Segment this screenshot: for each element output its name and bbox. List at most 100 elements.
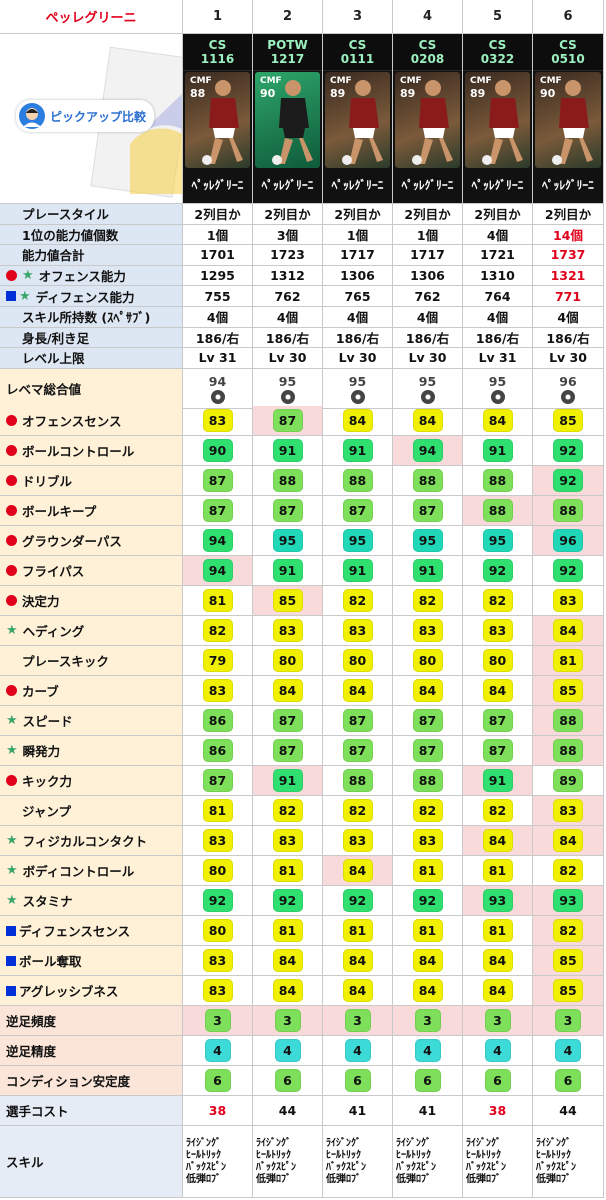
cost-label: 選手コスト [6, 1104, 69, 1119]
stat-badge: 80 [342, 649, 373, 672]
level-coin-icon [561, 389, 575, 404]
player-figure [482, 80, 523, 165]
card-date: 0208 [410, 52, 445, 66]
stat-badge: 83 [202, 979, 233, 1002]
stat-badge: 83 [482, 619, 513, 642]
info-label-text: 身長/利き足 [22, 330, 90, 346]
info-value: 1306 [340, 268, 375, 284]
card-type: CS [418, 38, 437, 52]
stat-badge: 81 [412, 859, 443, 882]
stat-badge: 94 [202, 529, 233, 552]
stat-value-cell: 79 [183, 646, 253, 676]
info-value-cell: 765 [323, 286, 393, 307]
foot-badge: 3 [414, 1009, 441, 1032]
player-card[interactable]: CS 0510 CMF 90 ﾍﾟｯﾚｸﾞﾘｰﾆ [533, 34, 604, 204]
player-card[interactable]: POTW 1217 CMF 90 ﾍﾟｯﾚｸﾞﾘｰﾆ [253, 34, 323, 204]
stat-badge: 91 [482, 769, 513, 792]
stat-badge: 92 [553, 469, 583, 492]
player-photo: CMF 89 [465, 72, 530, 168]
card-position: CMF [400, 76, 422, 86]
info-value: 4個 [206, 310, 229, 326]
red-dot-icon [6, 505, 17, 516]
skill-name: 低弾ﾛﾌﾞ [396, 1173, 431, 1185]
stat-badge: 85 [553, 409, 583, 432]
stat-badge: 84 [342, 949, 373, 972]
foot-value-cell: 3 [323, 1006, 393, 1036]
stat-value-cell: 82 [323, 796, 393, 826]
stat-value-cell: 81 [253, 856, 323, 886]
info-value-cell: 755 [183, 286, 253, 307]
info-value-cell: 1306 [393, 265, 463, 287]
stat-value-cell: 80 [183, 916, 253, 946]
stat-value-cell: 85 [253, 586, 323, 616]
stat-label-text: アグレッシブネス [19, 984, 119, 999]
info-value-cell: 1295 [183, 265, 253, 287]
info-value-cell: Lv 30 [393, 348, 463, 369]
stat-badge: 83 [342, 619, 373, 642]
stat-badge: 91 [272, 559, 303, 582]
stat-badge: 83 [412, 619, 443, 642]
info-value-cell: 2列目か [533, 204, 604, 225]
stat-badge: 83 [202, 679, 233, 702]
column-number-cell: 6 [533, 0, 604, 34]
stat-value-cell: 95 [253, 526, 323, 556]
player-card[interactable]: CS 0208 CMF 89 ﾍﾟｯﾚｸﾞﾘｰﾆ [393, 34, 463, 204]
stat-badge: 92 [482, 559, 513, 582]
stat-value-cell: 87 [253, 496, 323, 526]
stat-value-cell: 82 [533, 916, 604, 946]
cost-label-cell: 選手コスト [0, 1096, 183, 1126]
stat-value-cell: 84 [393, 406, 463, 436]
stat-badge: 84 [482, 679, 513, 702]
stat-badge: 84 [412, 679, 443, 702]
info-value: Lv 31 [478, 350, 517, 366]
stat-value-cell: 84 [463, 406, 533, 436]
stat-value-cell: 82 [393, 796, 463, 826]
stat-value-cell: 88 [463, 496, 533, 526]
stat-value-cell: 87 [183, 496, 253, 526]
stat-badge: 96 [553, 529, 583, 552]
stat-badge: 81 [202, 589, 233, 612]
player-card[interactable]: CS 0322 CMF 89 ﾍﾟｯﾚｸﾞﾘｰﾆ [463, 34, 533, 204]
blue-square-icon [6, 291, 16, 302]
stat-value-cell: 83 [183, 826, 253, 856]
stat-row-label: プレースキック [0, 646, 183, 676]
stat-value-cell: 92 [533, 556, 604, 586]
card-position: CMF [470, 76, 492, 86]
info-value-cell: 764 [463, 286, 533, 307]
pickup-compare-badge[interactable]: ピックアップ比較 [16, 100, 155, 132]
stat-value-cell: 84 [323, 946, 393, 976]
stat-badge: 87 [482, 709, 513, 732]
stat-badge: 93 [553, 889, 583, 912]
foot-badge: 3 [274, 1009, 301, 1032]
foot-badge: 4 [204, 1039, 231, 1062]
card-header: CS 0322 [463, 34, 532, 71]
info-value: 1737 [550, 247, 586, 263]
stat-badge: 82 [553, 919, 583, 942]
player-photo: CMF 89 [395, 72, 460, 168]
player-card[interactable]: CS 1116 CMF 88 ﾍﾟｯﾚｸﾞﾘｰﾆ [183, 34, 253, 204]
foot-badge: 4 [344, 1039, 371, 1062]
stat-badge: 83 [342, 829, 373, 852]
stat-label-text: カーブ [22, 684, 59, 699]
info-value: 4個 [486, 310, 509, 326]
foot-label-text: コンディション安定度 [6, 1074, 131, 1089]
skill-name: 低弾ﾛﾌﾞ [186, 1173, 221, 1185]
stat-value-cell: 87 [323, 736, 393, 766]
stat-value-cell: 92 [183, 886, 253, 916]
lvmax-value-cell: 94 [183, 369, 253, 409]
skills-value-cell: ﾗｲｼﾞﾝｸﾞ ﾋｰﾙﾄﾘｯｸ ﾊﾞｯｸｽﾋﾟﾝ 低弾ﾛﾌﾞ [183, 1126, 253, 1198]
stat-badge: 84 [272, 679, 303, 702]
info-value-cell: 762 [393, 286, 463, 307]
card-player-name: ﾍﾟｯﾚｸﾞﾘｰﾆ [542, 178, 594, 192]
stat-badge: 95 [342, 529, 373, 552]
info-value: Lv 30 [549, 350, 587, 366]
stat-value-cell: 80 [183, 856, 253, 886]
stat-badge: 84 [553, 829, 583, 852]
stat-value-cell: 87 [183, 766, 253, 796]
stat-value-cell: 88 [253, 466, 323, 496]
player-figure [342, 80, 383, 165]
foot-value-cell: 3 [393, 1006, 463, 1036]
player-card[interactable]: CS 0111 CMF 89 ﾍﾟｯﾚｸﾞﾘｰﾆ [323, 34, 393, 204]
level-coin-icon [280, 389, 295, 404]
info-value-cell: 1701 [183, 245, 253, 266]
